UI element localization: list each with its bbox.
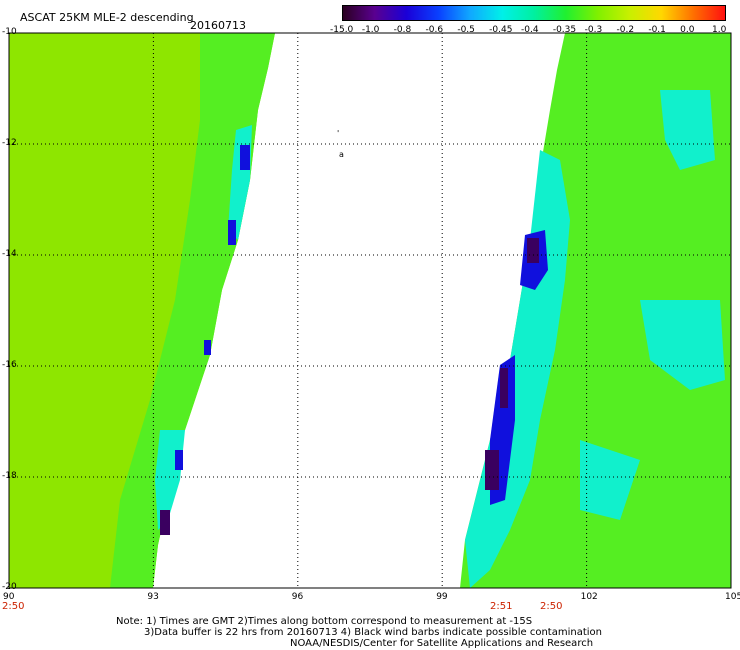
lon-tick-label: 99: [436, 592, 448, 602]
lat-tick-label: -18: [2, 471, 17, 481]
swath-east-cyan-blob: [580, 440, 640, 520]
footer-note-1: Note: 1) Times are GMT 2)Times along bot…: [116, 616, 533, 627]
lat-tick-label: -20: [2, 582, 17, 592]
colorbar-tick-label: -0.3: [584, 25, 603, 35]
footer-credit: NOAA/NESDIS/Center for Satellite Applica…: [290, 638, 594, 649]
swath-west-purple: [160, 510, 170, 535]
swath-east-purple: [527, 238, 539, 263]
swath-west-blue: [228, 220, 236, 245]
lat-tick-label: -14: [2, 249, 17, 259]
time-label: 2:51: [490, 601, 513, 612]
colorbar-tick-label: -0.45: [489, 25, 513, 35]
colorbar-tick-label: -15.0: [330, 25, 354, 35]
lon-tick-label: 102: [580, 592, 598, 602]
time-label: 2:50: [2, 601, 25, 612]
swath-east-purple: [500, 368, 508, 408]
colorbar-tick-label: 1.0: [712, 25, 727, 35]
colorbar-tick-label: -0.8: [393, 25, 412, 35]
swath-east-cyan-blob: [640, 300, 725, 390]
swath-west-blue: [175, 450, 183, 470]
lon-tick-label: 105: [725, 592, 740, 602]
lat-tick-label: -10: [2, 27, 17, 37]
colorbar: [342, 5, 726, 21]
graticule: [9, 33, 731, 588]
colorbar-tick-label: -0.4: [521, 25, 539, 35]
swath-east-purple: [485, 450, 499, 490]
lon-tick-label: 93: [147, 592, 159, 602]
colorbar-gradient: [343, 6, 725, 20]
swath-west-blue: [240, 145, 250, 170]
product-date: 20160713: [190, 19, 246, 32]
island-marker: a: [339, 150, 344, 159]
lat-tick-label: -12: [2, 138, 17, 148]
colorbar-tick-label: -1.0: [361, 25, 380, 35]
colorbar-tick-label: 0.0: [680, 25, 695, 35]
colorbar-tick-label: -0.2: [616, 25, 635, 35]
lon-tick-label: 96: [291, 592, 304, 602]
colorbar-tick-label: -0.6: [425, 25, 444, 35]
colorbar-tick-label: -0.5: [457, 25, 475, 35]
swath-layer: [9, 33, 731, 588]
lon-tick-label: 90: [3, 592, 15, 602]
colorbar-tick-label: -0.35: [552, 25, 577, 35]
time-label: 2:50: [540, 601, 563, 612]
colorbar-tick-label: -0.1: [648, 25, 666, 35]
product-title: ASCAT 25KM MLE-2 descending: [20, 11, 194, 24]
lat-tick-label: -16: [2, 360, 17, 370]
map-frame: [8, 32, 732, 589]
swath-west-blue: [204, 340, 211, 355]
island-marker: ': [337, 129, 339, 138]
footer-note-2: 3)Data buffer is 22 hrs from 20160713 4)…: [144, 627, 602, 638]
swath-east-cyan-blob: [660, 90, 715, 170]
